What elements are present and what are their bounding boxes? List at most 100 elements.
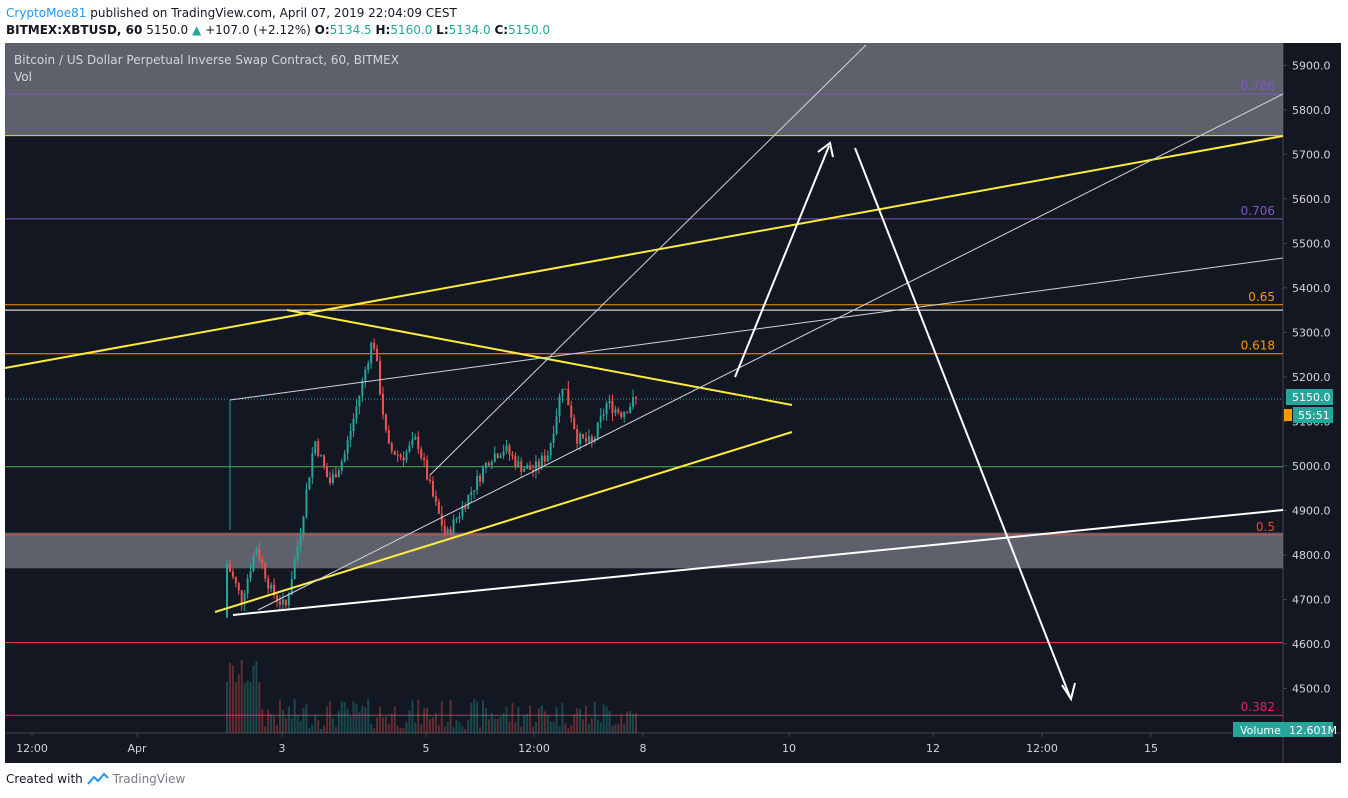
candle-body: [228, 563, 231, 572]
volume-bar: [431, 717, 434, 733]
x-tick-label: 10: [782, 742, 796, 755]
candle-body: [381, 393, 384, 415]
candle-body: [614, 409, 617, 414]
candle-body: [408, 445, 411, 452]
candle-body: [293, 559, 296, 579]
volume-bar: [537, 708, 540, 733]
volume-bar: [596, 719, 599, 733]
candle-body: [443, 525, 446, 534]
volume-bar: [573, 714, 576, 733]
yellow-channel-upper[interactable]: [4, 135, 1284, 369]
volume-bar: [608, 711, 611, 733]
up-arrow-line[interactable]: [734, 145, 830, 378]
y-tick-label: 5300.0: [1292, 326, 1331, 339]
x-tick-label: 12:00: [1026, 742, 1058, 755]
volume-bar: [635, 713, 637, 733]
plot-area[interactable]: [5, 43, 1283, 733]
volume-bar: [502, 713, 505, 733]
volume-bar: [558, 726, 561, 733]
volume-bar: [455, 719, 458, 733]
candle-body: [434, 496, 437, 502]
candle-body: [379, 361, 382, 394]
white-thin-line-3[interactable]: [229, 257, 1284, 401]
volume-bar: [540, 705, 543, 733]
white-thin-line-2[interactable]: [257, 93, 1284, 611]
volume-bar: [261, 709, 264, 733]
candle-body: [405, 451, 408, 461]
candle-body: [364, 369, 367, 381]
volume-bar: [364, 707, 367, 733]
white-support-line[interactable]: [232, 509, 1284, 616]
volume-bar: [417, 700, 420, 733]
volume-bar: [452, 727, 455, 733]
volume-bar: [370, 723, 373, 733]
price-axis[interactable]: [1283, 43, 1341, 733]
price-change: +107.0 (+2.12%): [205, 23, 311, 37]
volume-bar: [496, 719, 499, 733]
y-tick-label: 5200.0: [1292, 371, 1331, 384]
volume-bar: [446, 721, 449, 733]
volume-bar: [479, 727, 482, 733]
volume-bar: [605, 706, 608, 733]
candle-body: [590, 436, 593, 442]
y-tick-label: 4900.0: [1292, 504, 1331, 517]
volume-bar: [381, 717, 384, 733]
candle-body: [337, 470, 340, 478]
volume-bar: [264, 726, 267, 733]
candle-body: [231, 571, 234, 577]
tradingview-brand[interactable]: TradingView: [112, 772, 186, 786]
volume-bar: [302, 708, 305, 733]
down-arrow-line[interactable]: [854, 147, 1071, 698]
volume-bar: [467, 719, 470, 733]
last-price-badge: 5150.0: [1286, 389, 1333, 405]
candle-body: [520, 461, 523, 472]
publish-info: published on TradingView.com, April 07, …: [90, 6, 457, 20]
vol-label: Vol: [14, 70, 32, 84]
volume-bar: [437, 724, 440, 733]
volume-bar: [493, 718, 496, 733]
volume-bar: [408, 710, 411, 733]
candle-body: [629, 406, 632, 413]
volume-bar: [399, 728, 402, 733]
candle-body: [323, 455, 326, 467]
candle-body: [452, 519, 455, 535]
candle-body: [476, 475, 479, 491]
volume-bar: [481, 700, 484, 733]
candle-body: [370, 342, 373, 364]
candle-body: [352, 418, 355, 431]
candle-body: [240, 590, 243, 604]
yellow-descending-line[interactable]: [286, 309, 793, 406]
candle-body: [426, 460, 429, 480]
volume-bar: [546, 715, 549, 733]
yellow-support-line[interactable]: [214, 431, 793, 613]
fib-label-0.706: 0.706: [1241, 204, 1275, 218]
fib-label-0.382: 0.382: [1241, 700, 1275, 714]
volume-bar: [523, 715, 526, 733]
volume-badge-value: 12.601M: [1289, 724, 1337, 737]
author-link[interactable]: CryptoMoe81: [6, 6, 87, 20]
white-thin-line-1[interactable]: [429, 44, 867, 476]
volume-bar: [311, 724, 314, 733]
candle-body: [311, 453, 314, 478]
volume-bar: [340, 701, 343, 733]
candle-body: [261, 559, 264, 564]
close-value: 5150.0: [508, 23, 551, 37]
drawings[interactable]: [4, 44, 1284, 702]
candle-body: [264, 563, 267, 579]
time-axis[interactable]: [5, 733, 1341, 763]
countdown-badge: 55:51: [1284, 407, 1333, 423]
candle-body: [429, 479, 432, 482]
candle-body: [567, 388, 570, 406]
candle-body: [373, 342, 376, 349]
candle-body: [281, 599, 284, 605]
candle-body: [340, 461, 343, 471]
volume-bar: [326, 706, 329, 733]
candle-body: [555, 416, 558, 434]
volume-bar: [287, 706, 290, 733]
volume-bar: [317, 720, 320, 733]
volume-bar: [579, 709, 582, 733]
volume-bar: [249, 682, 252, 733]
volume-bar: [526, 714, 529, 733]
volume-bar: [281, 709, 284, 733]
